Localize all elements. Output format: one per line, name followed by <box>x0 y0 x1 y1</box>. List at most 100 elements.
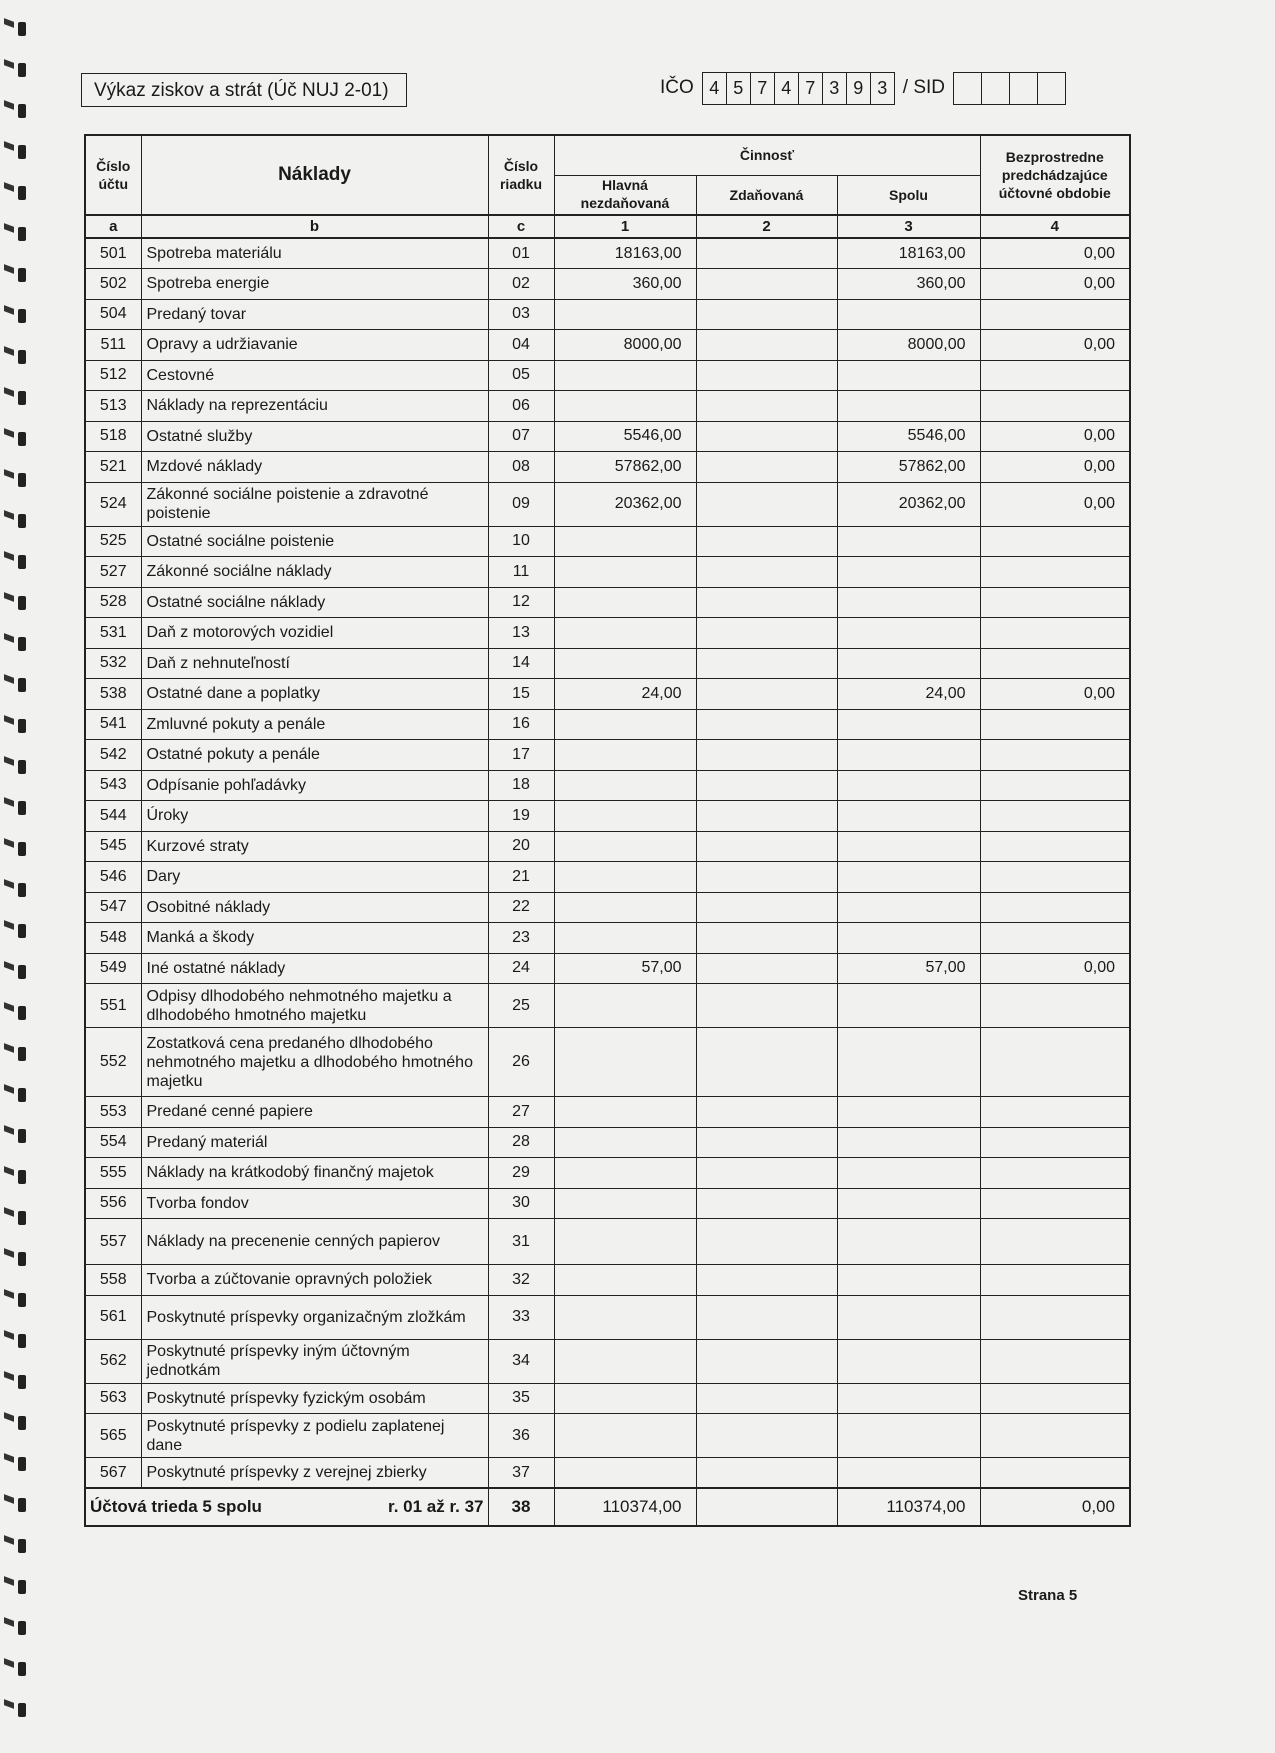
value-hlavna <box>553 1157 697 1189</box>
value-spolu <box>836 1382 981 1414</box>
table-row: 558 Tvorba a zúčtovanie opravných položie… <box>84 1264 1131 1296</box>
value-spolu: 20362,00 <box>836 481 981 527</box>
table-row: 527 Zákonné sociálne náklady 11 <box>84 556 1131 588</box>
binding-ring-icon <box>4 510 30 528</box>
value-spolu <box>836 1264 981 1296</box>
ico-digit: 7 <box>751 72 775 104</box>
account-number: 542 <box>84 739 142 771</box>
value-zdanovana <box>695 268 838 300</box>
value-hlavna <box>553 1294 697 1340</box>
expense-name: Iné ostatné náklady <box>140 952 489 984</box>
value-hlavna <box>553 739 697 771</box>
value-zdanovana <box>695 983 838 1028</box>
row-number: 31 <box>487 1218 555 1265</box>
value-hlavna <box>553 891 697 923</box>
value-hlavna <box>553 861 697 893</box>
value-hlavna <box>553 647 697 679</box>
value-predchadzajuce: 0,00 <box>979 451 1131 483</box>
value-hlavna <box>553 586 697 618</box>
binding-ring-icon <box>4 1248 30 1266</box>
value-predchadzajuce <box>979 298 1131 330</box>
value-predchadzajuce <box>979 800 1131 832</box>
value-predchadzajuce: 0,00 <box>979 329 1131 361</box>
column-label: a <box>84 214 142 239</box>
value-spolu <box>836 922 981 954</box>
binding-ring-icon <box>4 1330 30 1348</box>
account-number: 553 <box>84 1096 142 1128</box>
account-number: 555 <box>84 1157 142 1189</box>
ico-digit: 4 <box>703 72 727 104</box>
table-row: 552 Zostatková cena predaného dlhodobého … <box>84 1027 1131 1097</box>
value-predchadzajuce <box>979 739 1131 771</box>
binding-ring-icon <box>4 346 30 364</box>
expense-name: Tvorba fondov <box>140 1187 489 1219</box>
value-zdanovana <box>695 647 838 679</box>
account-number: 557 <box>84 1218 142 1265</box>
expense-name: Predaný materiál <box>140 1126 489 1158</box>
header-cislo-riadku: Číslo riadku <box>487 134 555 216</box>
expense-name: Zákonné sociálne náklady <box>140 556 489 588</box>
header-predchadzajuce: Bezprostredne predchádzajúce účtovné obd… <box>979 134 1131 216</box>
account-number: 525 <box>84 525 142 557</box>
value-zdanovana <box>695 1264 838 1296</box>
value-hlavna <box>553 1338 697 1384</box>
table-row: 549 Iné ostatné náklady 24 57,00 57,00 0,00 <box>84 952 1131 984</box>
page-number: Strana 5 <box>1018 1587 1078 1604</box>
expense-name: Cestovné <box>140 359 489 391</box>
expense-name: Opravy a udržiavanie <box>140 329 489 361</box>
value-zdanovana <box>695 830 838 862</box>
binding-ring-icon <box>4 633 30 651</box>
value-hlavna: 57,00 <box>553 952 697 984</box>
row-number: 02 <box>487 268 555 300</box>
account-number: 538 <box>84 678 142 710</box>
sid-digit <box>982 72 1011 104</box>
value-spolu <box>836 1218 981 1265</box>
value-hlavna <box>553 1126 697 1158</box>
binding-ring-icon <box>4 1699 30 1717</box>
ico-label: IČO <box>660 77 694 98</box>
value-predchadzajuce <box>979 708 1131 740</box>
value-spolu <box>836 1413 981 1458</box>
account-number: 511 <box>84 329 142 361</box>
value-predchadzajuce <box>979 1264 1131 1296</box>
binding-ring-icon <box>4 100 30 118</box>
row-number: 07 <box>487 420 555 452</box>
table-row: 521 Mzdové náklady 08 57862,00 57862,00 0,00 <box>84 451 1131 483</box>
binding-ring-icon <box>4 1576 30 1594</box>
value-hlavna <box>553 769 697 801</box>
row-number: 23 <box>487 922 555 954</box>
ico-digit: 9 <box>847 72 871 104</box>
table-row: 511 Opravy a udržiavanie 04 8000,00 8000,00 0… <box>84 329 1131 361</box>
value-predchadzajuce <box>979 390 1131 422</box>
value-zdanovana <box>695 1338 838 1384</box>
expense-name: Manká a škody <box>140 922 489 954</box>
table-row: 512 Cestovné 05 <box>84 359 1131 391</box>
total-predchadzajuce: 0,00 <box>979 1487 1131 1527</box>
account-number: 558 <box>84 1264 142 1296</box>
value-spolu <box>836 1294 981 1340</box>
table-row: 528 Ostatné sociálne náklady 12 <box>84 586 1131 618</box>
row-number: 28 <box>487 1126 555 1158</box>
row-number: 01 <box>487 237 555 269</box>
value-spolu <box>836 556 981 588</box>
table-row: 538 Ostatné dane a poplatky 15 24,00 24,00 0,… <box>84 678 1131 710</box>
value-zdanovana <box>695 800 838 832</box>
row-number: 25 <box>487 983 555 1028</box>
expense-name: Mzdové náklady <box>140 451 489 483</box>
account-number: 556 <box>84 1187 142 1219</box>
expense-name: Ostatné sociálne poistenie <box>140 525 489 557</box>
binding-ring-icon <box>4 715 30 733</box>
table-row: 567 Poskytnuté príspevky z verejnej zbier… <box>84 1457 1131 1489</box>
row-number: 26 <box>487 1027 555 1097</box>
expense-name: Zostatková cena predaného dlhodobého neh… <box>140 1027 489 1097</box>
value-spolu <box>836 647 981 679</box>
binding-ring-icon <box>4 264 30 282</box>
value-predchadzajuce <box>979 922 1131 954</box>
value-predchadzajuce <box>979 830 1131 862</box>
header-spolu: Spolu <box>836 174 981 216</box>
row-number: 12 <box>487 586 555 618</box>
account-number: 565 <box>84 1413 142 1458</box>
binding-ring-icon <box>4 428 30 446</box>
value-spolu <box>836 1027 981 1097</box>
value-zdanovana <box>695 1382 838 1414</box>
